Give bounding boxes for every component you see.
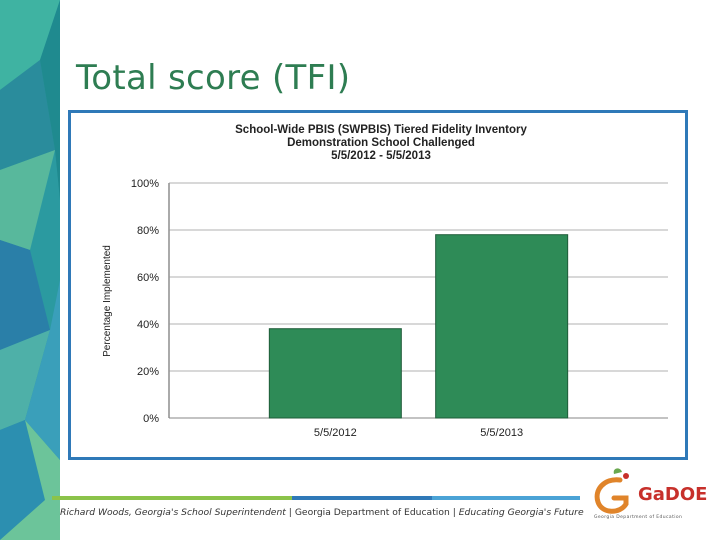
bar [435, 234, 569, 419]
footer-separator-2: | [449, 507, 459, 518]
y-tick-label: 60% [137, 272, 159, 284]
chart-title-line-3: 5/5/2012 - 5/5/2013 [331, 150, 431, 162]
bar [268, 328, 402, 419]
plot-area: 100% 80% 60% 40% 20% 0% 5/5/2012 5/5/2013 [131, 178, 668, 439]
bar-chart: School-Wide PBIS (SWPBIS) Tiered Fidelit… [102, 124, 668, 439]
footer-department: Georgia Department of Education [294, 507, 450, 518]
y-tick-label: 100% [131, 178, 159, 190]
logo-text: GaDOE [638, 484, 708, 505]
logo-subtext: Georgia Department of Education [594, 515, 683, 520]
slide-title: Total score (TFI) [76, 58, 351, 98]
y-tick-label: 0% [143, 413, 159, 425]
y-tick-label: 80% [137, 225, 159, 237]
chart-title-line-1: School-Wide PBIS (SWPBIS) Tiered Fidelit… [235, 124, 527, 136]
footer-text: Richard Woods, Georgia's School Superint… [60, 507, 584, 518]
chart-title-line-2: Demonstration School Challenged [287, 137, 475, 149]
y-tick-label: 40% [137, 319, 159, 331]
footer-accent-bar [52, 496, 580, 500]
footer-superintendent: Richard Woods, Georgia's School Superint… [60, 507, 286, 518]
footer-tagline: Educating Georgia's Future [458, 507, 584, 518]
gadoe-logo-icon [594, 468, 629, 514]
y-axis-label: Percentage Implemented [102, 245, 113, 357]
x-tick-label: 5/5/2012 [314, 427, 357, 439]
footer-separator-1: | [285, 507, 295, 518]
y-tick-label: 20% [137, 366, 159, 378]
side-decoration [0, 0, 60, 540]
x-tick-label: 5/5/2013 [480, 427, 523, 439]
chart-frame: School-Wide PBIS (SWPBIS) Tiered Fidelit… [68, 110, 688, 460]
